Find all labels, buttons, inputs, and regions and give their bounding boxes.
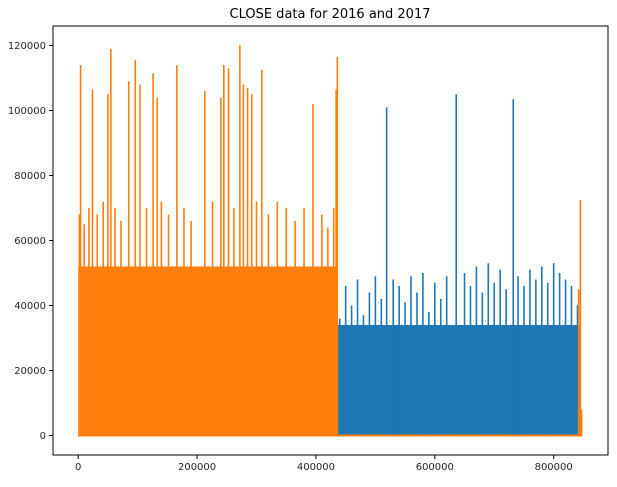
- x-tick-label: 800000: [535, 462, 573, 473]
- y-tick-label: 80000: [14, 171, 46, 182]
- axes: 0 200000 400000 600000 800000 0 20000 40000 6000…: [8, 25, 609, 473]
- series-1-band: [337, 325, 581, 436]
- y-tick-label: 60000: [14, 236, 46, 247]
- x-tick-label: 0: [75, 462, 81, 473]
- x-tick-label: 600000: [416, 462, 454, 473]
- chart-title: CLOSE data for 2016 and 2017: [230, 7, 431, 22]
- x-tick-label: 200000: [178, 462, 216, 473]
- y-tick-label: 120000: [8, 41, 46, 52]
- y-tick-label: 100000: [8, 106, 46, 117]
- series-2: [78, 45, 583, 437]
- x-tick-label: 400000: [297, 462, 335, 473]
- series-group: [78, 45, 583, 437]
- y-tick-label: 0: [40, 431, 46, 442]
- y-tick-label: 20000: [14, 366, 46, 377]
- y-tick-label: 40000: [14, 301, 46, 312]
- series-2-band: [78, 266, 338, 436]
- plot-area: [78, 45, 583, 437]
- series-1: [78, 94, 581, 437]
